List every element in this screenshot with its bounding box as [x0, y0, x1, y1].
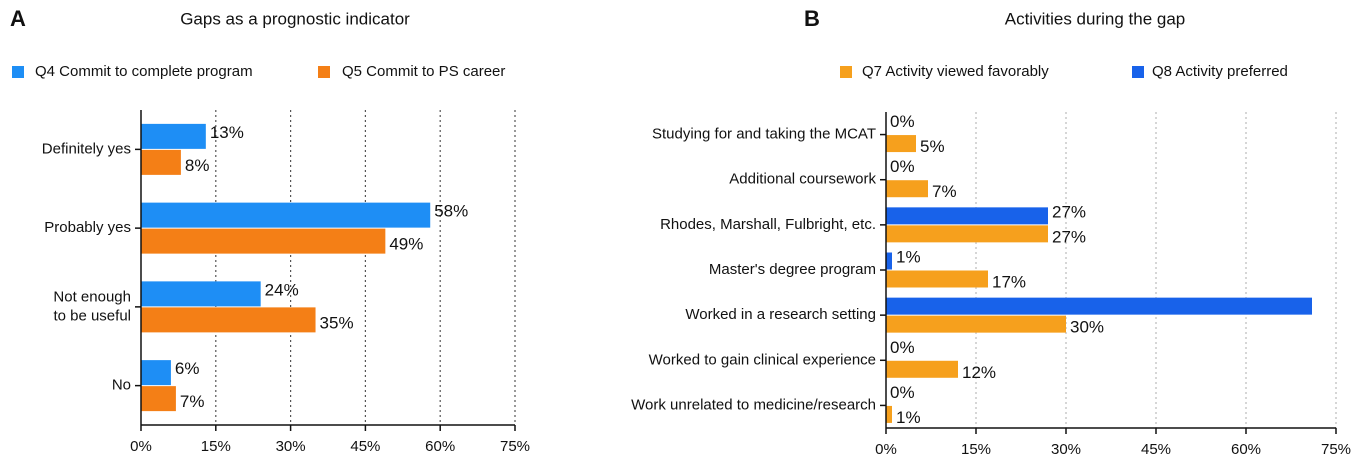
value-label: 7% — [932, 182, 957, 201]
x-tick-label: 15% — [201, 438, 231, 455]
value-label: 0% — [890, 338, 915, 357]
x-tick-label: 0% — [130, 438, 152, 455]
y-tick-label: Rhodes, Marshall, Fulbright, etc. — [660, 216, 876, 233]
value-label: 5% — [920, 137, 945, 156]
x-tick-label: 75% — [1321, 441, 1351, 458]
value-label: 35% — [320, 313, 354, 332]
x-tick-label: 15% — [961, 441, 991, 458]
x-tick-label: 60% — [1231, 441, 1261, 458]
x-tick-label: 60% — [425, 438, 455, 455]
y-tick-label: Master's degree program — [709, 261, 876, 278]
bar — [141, 307, 316, 333]
bar — [886, 315, 1066, 333]
bar — [141, 149, 181, 175]
bar — [141, 360, 171, 386]
value-label: 17% — [992, 272, 1026, 291]
bar — [886, 225, 1048, 243]
y-tick-label: Worked in a research setting — [685, 306, 876, 323]
value-label: 1% — [896, 247, 921, 266]
value-label: 30% — [1070, 318, 1104, 337]
x-tick-label: 45% — [1141, 441, 1171, 458]
y-tick-label: Probably yes — [44, 219, 131, 236]
y-tick-label: Worked to gain clinical experience — [649, 351, 876, 368]
chart-title: Gaps as a prognostic indicator — [180, 9, 410, 28]
x-tick-label: 30% — [276, 438, 306, 455]
y-tick-label: Definitely yes — [42, 140, 131, 157]
bar — [141, 386, 176, 412]
legend-swatch — [318, 66, 330, 78]
legend-swatch — [1132, 66, 1144, 78]
bar — [886, 180, 928, 198]
value-label: 58% — [434, 202, 468, 221]
bar — [886, 405, 892, 423]
y-tick-label: Not enough to be useful — [53, 288, 131, 324]
bar — [141, 281, 261, 307]
x-tick-label: 30% — [1051, 441, 1081, 458]
bar — [886, 270, 988, 288]
value-label: 0% — [890, 383, 915, 402]
bar — [886, 252, 892, 270]
value-label: 27% — [1052, 227, 1086, 246]
x-tick-label: 0% — [875, 441, 897, 458]
panel-label: B — [804, 6, 820, 31]
y-tick-label: Additional coursework — [729, 171, 876, 188]
value-label: 0% — [890, 112, 915, 131]
y-tick-label: No — [112, 377, 131, 394]
legend-swatch — [12, 66, 24, 78]
value-label: 6% — [175, 359, 200, 378]
bar — [141, 123, 206, 149]
legend-label: Q8 Activity preferred — [1152, 63, 1288, 80]
bar — [141, 228, 386, 254]
value-label: 0% — [890, 157, 915, 176]
y-tick-label: Work unrelated to medicine/research — [631, 396, 876, 413]
chart-title: Activities during the gap — [1005, 9, 1186, 28]
value-label: 13% — [210, 123, 244, 142]
legend-label: Q5 Commit to PS career — [342, 63, 505, 80]
x-tick-label: 45% — [350, 438, 380, 455]
y-tick-label: Studying for and taking the MCAT — [652, 126, 876, 143]
bar — [886, 297, 1312, 315]
value-label: 8% — [185, 156, 210, 175]
value-label: 7% — [180, 392, 205, 411]
bar — [141, 202, 431, 228]
bar — [886, 360, 958, 378]
value-label: 12% — [962, 363, 996, 382]
panel-label: A — [10, 6, 26, 31]
legend-swatch — [840, 66, 852, 78]
x-tick-label: 75% — [500, 438, 530, 455]
value-label: 49% — [389, 235, 423, 254]
bar — [886, 135, 916, 153]
value-label: 1% — [896, 408, 921, 427]
value-label: 27% — [1052, 202, 1086, 221]
value-label: 24% — [265, 280, 299, 299]
legend-label: Q4 Commit to complete program — [35, 63, 253, 80]
bar — [886, 207, 1048, 225]
legend-label: Q7 Activity viewed favorably — [862, 63, 1049, 80]
